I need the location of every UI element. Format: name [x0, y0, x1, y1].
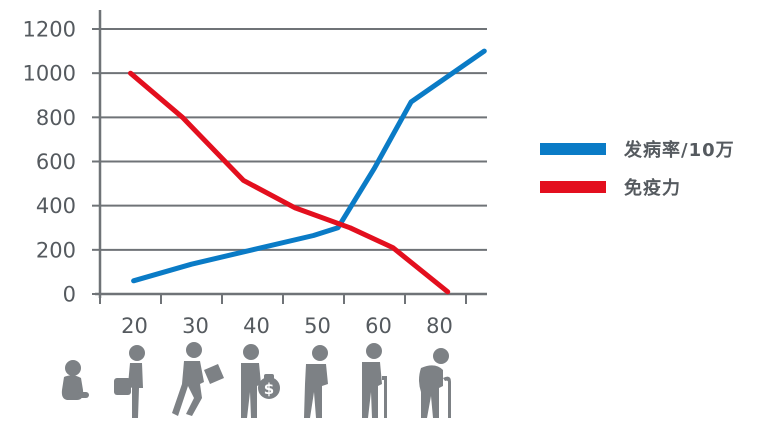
- legend-label: 发病率/10万: [623, 139, 735, 161]
- y-axis-tick-labels: 0 200 400 600 800 1000 1200: [23, 18, 76, 307]
- x-axis-ticks: [99, 294, 467, 304]
- x-tick-label: 50: [304, 314, 331, 338]
- elderly-with-cane-icon: [362, 343, 387, 418]
- y-tick-label: 200: [36, 238, 76, 262]
- adult-with-money-bag-icon: $: [241, 344, 280, 418]
- series-line-incidence: [131, 48, 487, 284]
- middle-aged-person-icon: [304, 345, 328, 418]
- x-axis-tick-labels: 20 30 40 50 60 80: [121, 314, 453, 338]
- age-figures: $: [61, 342, 451, 418]
- x-tick-label: 30: [182, 314, 209, 338]
- series-lines: [128, 48, 487, 295]
- grid-lines: [92, 28, 487, 295]
- legend-label: 免疫力: [624, 177, 681, 199]
- series-line-immunity: [128, 70, 451, 295]
- legend-swatch: [540, 181, 606, 193]
- y-tick-label: 1200: [23, 18, 76, 42]
- baby-icon: [61, 360, 89, 400]
- y-tick-label: 0: [63, 283, 76, 307]
- y-tick-label: 600: [36, 150, 76, 174]
- student-running-icon: [172, 342, 224, 416]
- x-tick-label: 60: [365, 314, 392, 338]
- y-tick-label: 800: [36, 106, 76, 130]
- child-with-bag-icon: [114, 345, 145, 418]
- svg-text:$: $: [264, 380, 274, 398]
- x-tick-label: 40: [243, 314, 270, 338]
- x-tick-label: 20: [121, 314, 148, 338]
- y-tick-label: 1000: [23, 62, 76, 86]
- very-old-person-with-cane-icon: [419, 348, 451, 418]
- y-tick-label: 400: [36, 194, 76, 218]
- legend-swatch: [540, 143, 606, 155]
- x-tick-label: 80: [426, 314, 453, 338]
